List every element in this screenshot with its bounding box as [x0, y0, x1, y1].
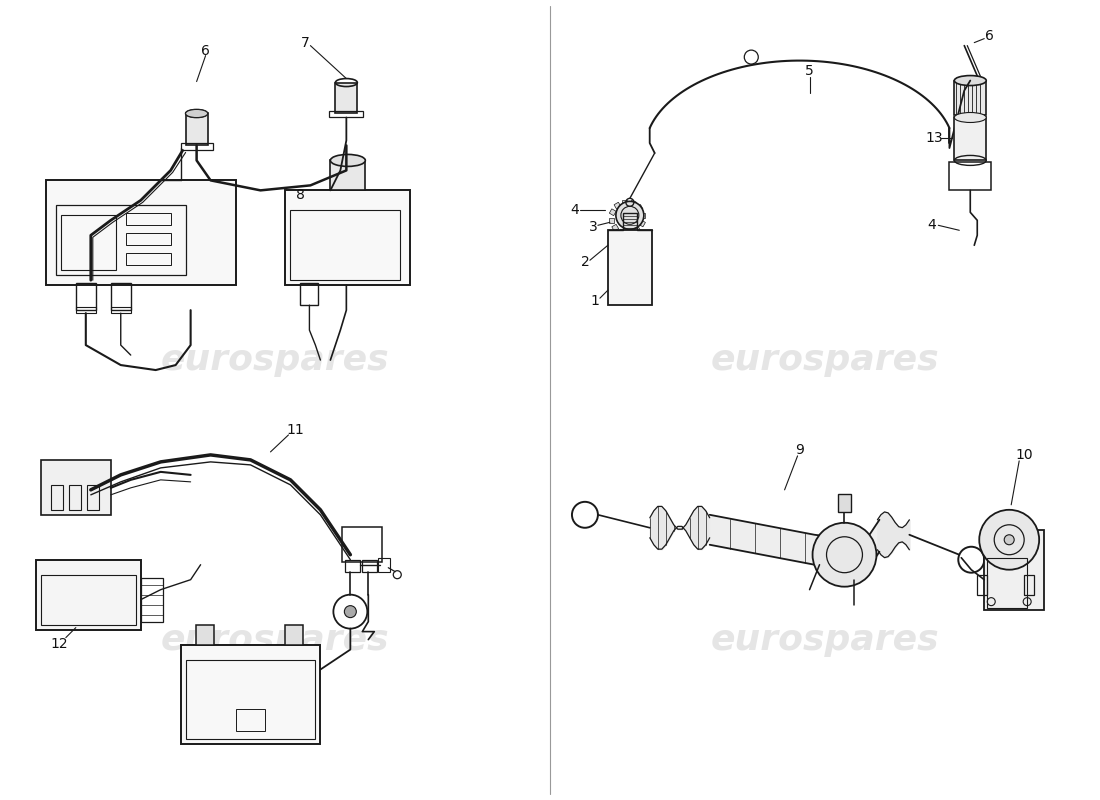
Bar: [627, 230, 632, 236]
Bar: [640, 213, 646, 218]
Circle shape: [1004, 534, 1014, 545]
Bar: [300, 283, 318, 305]
Bar: [949, 162, 991, 190]
Bar: [837, 494, 851, 512]
Bar: [180, 143, 212, 150]
Bar: [636, 205, 642, 211]
Bar: [125, 234, 170, 246]
Ellipse shape: [330, 154, 365, 166]
Bar: [46, 180, 235, 285]
Text: 8: 8: [296, 188, 305, 202]
Bar: [125, 214, 170, 226]
Bar: [87, 485, 99, 510]
Bar: [378, 558, 390, 572]
Bar: [609, 218, 615, 223]
Bar: [111, 283, 131, 310]
Bar: [51, 485, 63, 510]
Bar: [342, 526, 383, 562]
Bar: [623, 214, 637, 230]
Bar: [330, 161, 365, 190]
Ellipse shape: [955, 113, 987, 122]
Bar: [286, 190, 410, 285]
Text: eurospares: eurospares: [162, 622, 389, 657]
Circle shape: [813, 522, 877, 586]
Circle shape: [979, 510, 1040, 570]
Bar: [614, 202, 620, 209]
Text: 11: 11: [287, 423, 305, 437]
Bar: [186, 114, 208, 146]
Text: 6: 6: [984, 29, 993, 42]
Text: 5: 5: [805, 63, 814, 78]
Bar: [977, 574, 987, 594]
Text: 13: 13: [925, 131, 943, 146]
Bar: [1024, 574, 1034, 594]
Bar: [286, 625, 304, 645]
Bar: [639, 220, 646, 227]
Bar: [41, 574, 135, 625]
Text: 4: 4: [927, 218, 936, 232]
Text: 12: 12: [50, 637, 68, 650]
Bar: [629, 200, 636, 206]
Bar: [984, 530, 1044, 610]
Bar: [612, 224, 618, 231]
Ellipse shape: [955, 75, 987, 86]
Bar: [634, 226, 640, 234]
Bar: [41, 460, 111, 515]
Text: eurospares: eurospares: [711, 622, 938, 657]
Text: 9: 9: [795, 443, 804, 457]
Bar: [111, 307, 131, 313]
Bar: [336, 82, 358, 113]
Text: 3: 3: [588, 220, 597, 234]
Bar: [125, 254, 170, 266]
Bar: [60, 215, 116, 270]
Bar: [345, 560, 361, 572]
Bar: [955, 118, 987, 161]
Ellipse shape: [186, 110, 208, 118]
Bar: [76, 307, 96, 313]
Bar: [618, 229, 625, 236]
Text: 4: 4: [571, 203, 580, 218]
Text: 10: 10: [1015, 448, 1033, 462]
Bar: [36, 560, 141, 630]
Bar: [609, 209, 616, 216]
Bar: [290, 210, 400, 280]
Bar: [196, 625, 213, 645]
Text: 1: 1: [591, 294, 600, 308]
Bar: [141, 578, 163, 622]
Bar: [76, 283, 96, 310]
Bar: [186, 659, 316, 739]
Text: 2: 2: [581, 255, 590, 270]
Circle shape: [344, 606, 356, 618]
Text: 7: 7: [301, 36, 310, 50]
Bar: [623, 200, 627, 205]
Bar: [329, 110, 363, 118]
Text: 6: 6: [201, 44, 210, 58]
Bar: [608, 230, 652, 305]
Circle shape: [616, 202, 644, 230]
Bar: [69, 485, 80, 510]
Bar: [955, 81, 987, 115]
Bar: [987, 558, 1027, 608]
Text: eurospares: eurospares: [162, 343, 389, 377]
Text: eurospares: eurospares: [711, 343, 938, 377]
Bar: [180, 645, 320, 745]
Bar: [235, 710, 265, 731]
Bar: [362, 560, 377, 572]
Bar: [56, 206, 186, 275]
